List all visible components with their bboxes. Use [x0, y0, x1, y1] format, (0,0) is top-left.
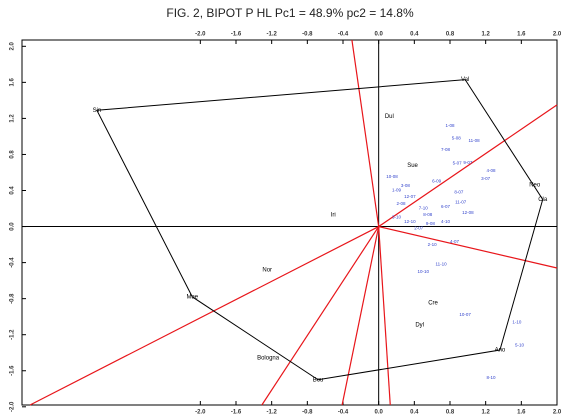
observation-label: 2-10 [428, 242, 438, 247]
observation-label: 8-10 [487, 375, 497, 380]
hull-label: Mae [186, 294, 198, 300]
x-tick-label: -1.2 [266, 32, 277, 38]
x-tick-label: 1.2 [481, 410, 490, 416]
loading-vector [378, 226, 391, 406]
variable-label: Iri [331, 212, 336, 218]
hull-label: Val [461, 77, 469, 83]
observation-label: 3-10 [392, 215, 402, 220]
chart-title: FIG. 2, BIPOT P HL Pc1 = 48.9% pc2 = 14.… [166, 6, 414, 20]
observation-label: 1-08 [445, 123, 455, 128]
observation-label: 1-10 [512, 319, 522, 324]
observation-label: 10-10 [417, 269, 429, 274]
observation-label: 3-08 [401, 183, 411, 188]
observation-label: 4-10 [441, 219, 451, 224]
y-tick-label: 0.8 [10, 150, 16, 159]
x-tick-label: 0.4 [410, 410, 419, 416]
x-tick-label: 0.4 [410, 32, 419, 38]
observation-label: 2-08 [396, 201, 406, 206]
x-tick-label: 2.0 [553, 32, 562, 38]
y-tick-label: -0.8 [10, 293, 16, 304]
x-tick-label: 0.8 [446, 410, 455, 416]
variable-label: Sue [407, 163, 418, 169]
x-tick-label: 1.2 [481, 32, 490, 38]
observation-label: 3-07 [481, 176, 491, 181]
x-tick-label: -2.0 [195, 410, 206, 416]
y-tick-label: -1.2 [10, 329, 16, 340]
hull [96, 79, 544, 381]
x-tick-label: 0.0 [374, 410, 383, 416]
observation-label: 6-09 [432, 179, 442, 184]
x-tick-label: 1.6 [517, 32, 526, 38]
observation-label: 1-09 [392, 188, 402, 193]
loading-vector [29, 226, 379, 406]
observation-label: 8-08 [423, 212, 433, 217]
observation-label: 5-08 [452, 135, 462, 140]
observation-label: 7-08 [441, 147, 451, 152]
y-tick-label: -1.6 [10, 365, 16, 376]
x-tick-label: -0.4 [338, 410, 349, 416]
x-tick-label: -2.0 [195, 32, 206, 38]
observation-label: 12-08 [462, 210, 474, 215]
observation-label: 7-10 [419, 206, 429, 211]
observation-label: 8-07 [454, 189, 464, 194]
x-tick-label: 0.0 [374, 32, 383, 38]
y-tick-label: 0.0 [10, 222, 16, 231]
plot-frame [21, 39, 558, 406]
y-tick-label: 0.4 [10, 186, 16, 195]
observation-label: 6-07 [441, 204, 451, 209]
observation-label: 11-07 [455, 199, 467, 204]
loading-vector [351, 39, 380, 227]
observation-label: 4-08 [487, 168, 497, 173]
observation-label: 5-07 [453, 161, 463, 166]
observation-label: 9-08 [426, 221, 436, 226]
observation-label: 10-07 [459, 312, 471, 317]
y-tick-label: 1.2 [10, 114, 16, 123]
hull-label: Bou [313, 377, 324, 383]
variable-label: Cre [428, 301, 438, 307]
variable-label: Dul [385, 114, 394, 120]
observation-label: 5-10 [515, 343, 525, 348]
observation-label: 12-10 [404, 219, 416, 224]
variable-label: Neo [529, 183, 541, 189]
y-tick-label: -0.4 [10, 257, 16, 268]
y-tick-label: 1.6 [10, 78, 16, 87]
hull-label: Cla [538, 197, 548, 203]
variable-label: Dyl [415, 322, 424, 328]
hull-label: Ano [495, 348, 506, 354]
observation-label: 11-10 [435, 262, 447, 267]
x-tick-label: 2.0 [553, 410, 562, 416]
x-tick-label: -1.6 [231, 32, 242, 38]
loading-vector [378, 225, 558, 269]
x-tick-label: -0.8 [302, 410, 313, 416]
observation-label: 12-07 [404, 194, 416, 199]
y-tick-label: -2.0 [10, 401, 16, 412]
y-tick-label: 2.0 [10, 41, 16, 50]
x-tick-label: -0.4 [338, 32, 349, 38]
hull-label: Sin [93, 108, 102, 114]
x-tick-label: -0.8 [302, 32, 313, 38]
x-tick-label: 1.6 [517, 410, 526, 416]
observation-label: 9-07 [463, 160, 473, 165]
observation-label: 10-08 [386, 174, 398, 179]
observation-label: 2-07 [414, 226, 424, 231]
loading-vector [261, 226, 380, 406]
x-tick-label: -1.2 [266, 410, 277, 416]
variable-label: Bologna [257, 356, 280, 362]
x-tick-label: -1.6 [231, 410, 242, 416]
observation-label: 11-08 [468, 138, 480, 143]
observation-label: 4-07 [450, 239, 460, 244]
x-tick-label: 0.8 [446, 32, 455, 38]
loading-vector [378, 104, 558, 228]
loading-vector [341, 226, 380, 406]
variable-label: Nor [262, 267, 272, 273]
